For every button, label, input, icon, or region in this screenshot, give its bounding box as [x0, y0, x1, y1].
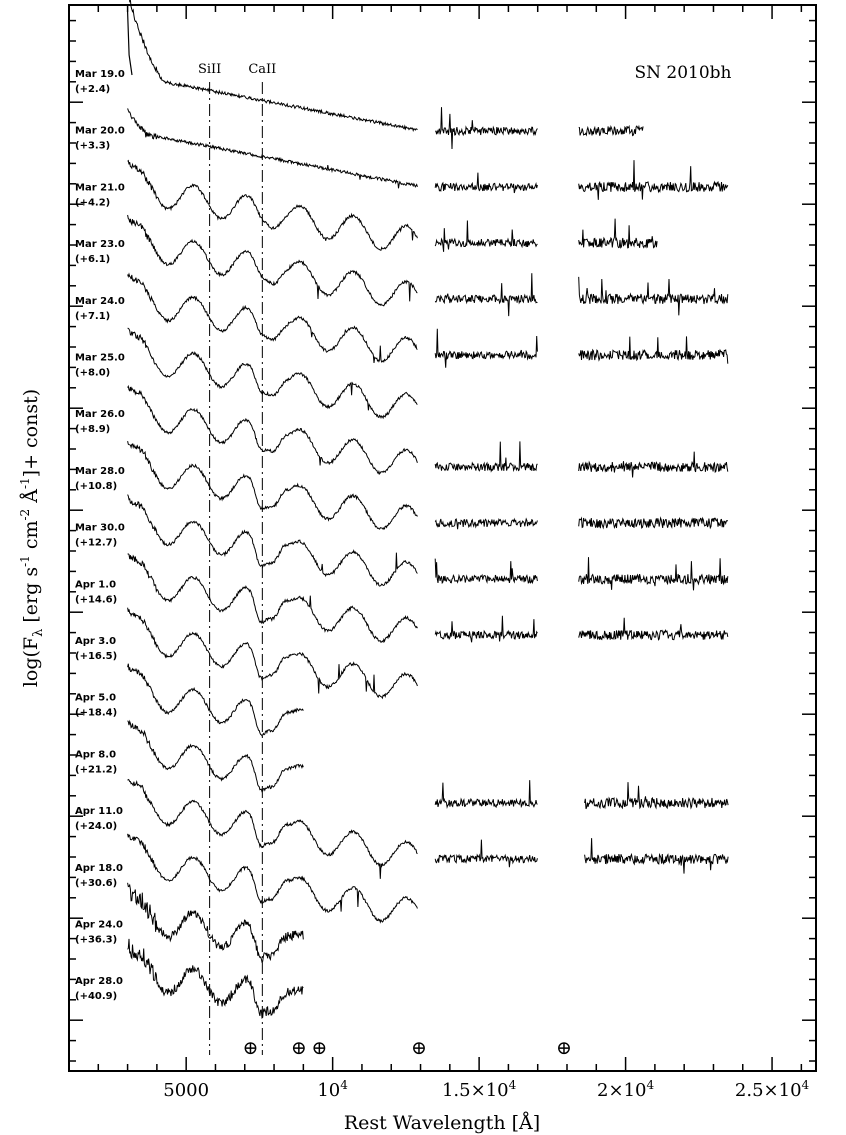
- epoch-phase-label: (+7.1): [75, 311, 110, 322]
- spectrum-segment: [127, 938, 304, 1019]
- epoch-date-label: Apr 28.0: [75, 976, 123, 987]
- epoch-date-label: Mar 23.0: [75, 239, 125, 250]
- epoch-phase-label: (+24.0): [75, 821, 117, 832]
- spectrum-segment: [434, 839, 538, 868]
- spectrum-segment: [578, 276, 729, 316]
- x-tick-label: 104: [317, 1078, 348, 1101]
- telluric-marker: ⊕: [312, 1037, 328, 1059]
- spectrum-segment: [127, 272, 418, 364]
- epoch-date-label: Mar 26.0: [75, 409, 125, 420]
- telluric-marker: ⊕: [243, 1037, 259, 1059]
- spectrum-segment: [127, 327, 418, 420]
- epoch-phase-label: (+10.8): [75, 481, 117, 492]
- spectrum-segment: [584, 838, 729, 874]
- spectrum-segment: [578, 516, 729, 530]
- annotations: SiII CaII⊕ ⊕ ⊕ ⊕ ⊕Mar 19.0(+2.4)Mar 20.0(+3.3…: [75, 62, 572, 1059]
- spectrum-segment: [127, 553, 418, 644]
- axis-ticks: 5000 104 1.5×104 2×104 2.5×104: [68, 5, 816, 1101]
- epoch-date-label: Mar 28.0: [75, 466, 125, 477]
- epoch-phase-label: (+14.6): [75, 594, 117, 605]
- spectrum-segment: [129, 0, 418, 132]
- spectrum-segment: [578, 557, 729, 591]
- epoch-phase-label: (+18.4): [75, 708, 117, 719]
- x-tick-label: 1.5×104: [442, 1078, 517, 1101]
- telluric-marker: ⊕: [291, 1037, 307, 1059]
- spectrum-segment: [578, 218, 658, 249]
- epoch-phase-label: (+4.2): [75, 197, 110, 208]
- spectrum-segment: [434, 517, 538, 530]
- epoch-phase-label: (+21.2): [75, 764, 117, 775]
- spectrum-segment: [434, 558, 538, 585]
- x-tick-label: 5000: [163, 1080, 209, 1101]
- x-axis-title: Rest Wavelength [Å]: [344, 1112, 540, 1134]
- epoch-date-label: Mar 20.0: [75, 126, 125, 137]
- y-axis-title: log(Fλ [erg s-1 cm-2 Å-1]+ const): [18, 389, 46, 687]
- plot-frame: [68, 4, 817, 1072]
- spectrum-segment: [127, 607, 418, 700]
- spectrum-segment: [127, 214, 418, 307]
- spectrum-segment: [434, 615, 538, 643]
- telluric-marker: ⊕: [411, 1037, 427, 1059]
- epoch-date-label: Apr 18.0: [75, 863, 123, 874]
- spectrum-segment: [127, 108, 418, 189]
- spectrum-segment: [434, 780, 538, 809]
- epoch-phase-label: (+30.6): [75, 878, 117, 889]
- epoch-date-label: Mar 19.0: [75, 69, 125, 80]
- spectrum-segment: [434, 441, 538, 473]
- epoch-phase-label: (+16.5): [75, 651, 117, 662]
- epoch-date-label: Apr 1.0: [75, 579, 116, 590]
- epoch-phase-label: (+8.9): [75, 424, 110, 435]
- spectrum-segment: [434, 172, 538, 194]
- spectrum-segment: [127, 494, 418, 587]
- x-tick-label: 2×104: [597, 1078, 654, 1101]
- feature-label: CaII: [248, 62, 276, 77]
- spectrum-segment: [434, 220, 538, 252]
- spectrum-segment: [584, 782, 729, 810]
- spectrum-segment: [578, 451, 729, 478]
- epoch-date-label: Apr 3.0: [75, 636, 116, 647]
- epoch-date-label: Mar 25.0: [75, 353, 125, 364]
- spectra-series: [127, 0, 729, 1019]
- epoch-date-label: Mar 24.0: [75, 296, 125, 307]
- telluric-marker: ⊕: [556, 1037, 572, 1059]
- epoch-date-label: Mar 21.0: [75, 182, 125, 193]
- spectrum-blue-edge: [127, 11, 133, 76]
- epoch-date-label: Apr 11.0: [75, 806, 123, 817]
- x-tick-label: 2.5×104: [735, 1078, 810, 1101]
- epoch-phase-label: (+8.0): [75, 368, 110, 379]
- spectrum-segment: [435, 107, 538, 150]
- spectrum-segment: [434, 273, 538, 317]
- epoch-phase-label: (+36.3): [75, 935, 117, 946]
- spectrum-segment: [127, 719, 304, 793]
- spectrum-segment: [578, 124, 644, 137]
- spectrum-segment: [127, 778, 418, 879]
- epoch-date-label: Apr 8.0: [75, 749, 116, 760]
- epoch-phase-label: (+12.7): [75, 538, 117, 549]
- epoch-date-label: Apr 24.0: [75, 920, 123, 931]
- spectrum-segment: [578, 617, 729, 641]
- epoch-date-label: Apr 5.0: [75, 693, 116, 704]
- spectrum-segment: [127, 384, 418, 476]
- spectrum-segment: [127, 440, 418, 531]
- epoch-phase-label: (+6.1): [75, 254, 110, 265]
- spectrum-segment: [434, 328, 538, 368]
- epoch-phase-label: (+3.3): [75, 141, 110, 152]
- chart-title: SN 2010bh: [634, 63, 731, 83]
- spectrum-segment: [127, 159, 418, 251]
- spectrum-segment: [127, 882, 304, 964]
- epoch-date-label: Mar 30.0: [75, 523, 125, 534]
- spectrum-segment: [127, 663, 304, 737]
- spectrum-segment: [578, 336, 729, 364]
- feature-label: SiII: [198, 62, 221, 77]
- spectrum-segment: [578, 160, 729, 200]
- spectrum-segment: [127, 833, 418, 924]
- epoch-phase-label: (+2.4): [75, 84, 110, 95]
- epoch-phase-label: (+40.9): [75, 991, 117, 1002]
